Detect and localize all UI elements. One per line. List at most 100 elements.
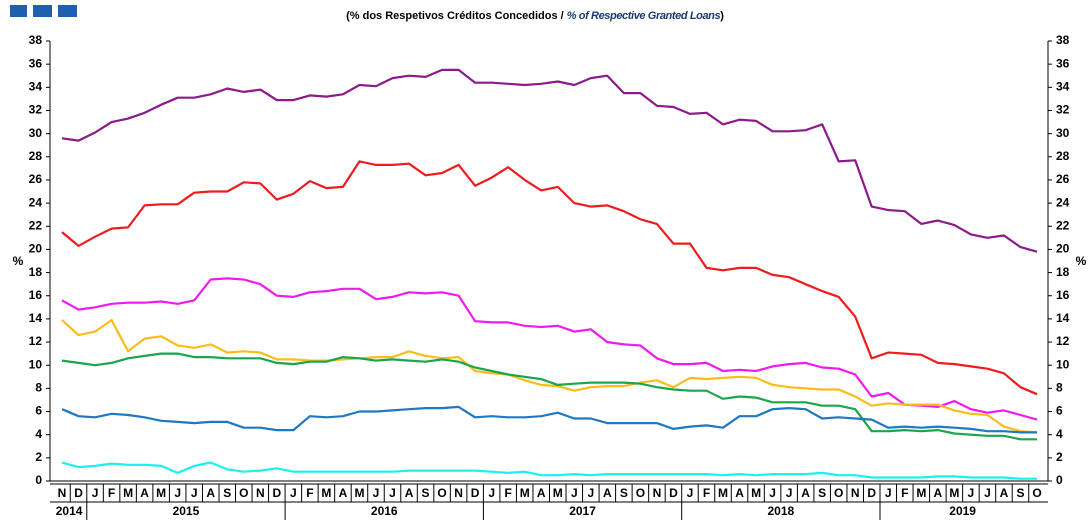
x-tick-label: D [867,486,876,500]
y-tick-label-right: 10 [1056,357,1070,371]
year-label: 2015 [173,504,200,518]
x-tick-label: S [818,486,826,500]
y-tick-label-right: 20 [1056,242,1070,256]
y-tick-label-right: 8 [1056,381,1063,395]
y-tick-label: 36 [29,56,43,70]
x-tick-label: J [389,486,396,500]
y-tick-label: 6 [35,404,42,418]
x-tick-label: A [934,486,943,500]
y-tick-label: 28 [29,149,43,163]
chart-subtitle: (% dos Respetivos Créditos Concedidos / … [346,10,724,22]
y-tick-label-right: 28 [1056,149,1070,163]
y-tick-label-right: 34 [1056,79,1070,93]
y-tick-label: 18 [29,265,43,279]
y-tick-label-right: 0 [1056,473,1063,487]
x-tick-label: D [669,486,678,500]
y-tick-label: 24 [29,195,43,209]
x-tick-label: N [653,486,662,500]
series-line [61,352,1037,441]
y-tick-label: 2 [35,450,42,464]
y-tick-label-right: 24 [1056,195,1070,209]
x-tick-label: M [123,486,133,500]
x-tick-label: S [422,486,430,500]
x-tick-label: F [703,486,710,500]
y-tick-label: 0 [35,473,42,487]
subtitle-end: ) [720,10,724,22]
y-tick-label-right: 32 [1056,103,1070,117]
year-label: 2014 [56,504,83,518]
x-tick-label: J [571,486,578,500]
y-axis-label: % [13,254,24,268]
x-tick-label: S [620,486,628,500]
logo-block [58,5,77,17]
x-tick-label: O [1032,486,1041,500]
y-tick-label: 22 [29,218,43,232]
y-tick-label: 4 [35,427,42,441]
x-tick-label: O [239,486,248,500]
y-tick-label-right: 16 [1056,288,1070,302]
y-tick-label: 34 [29,79,43,93]
year-label: 2019 [949,504,976,518]
logo-block [33,5,52,17]
series-line [61,319,1038,434]
x-tick-label: A [603,486,612,500]
series-line [61,405,1037,434]
x-tick-label: M [751,486,761,500]
x-tick-label: M [520,486,530,500]
x-tick-label: J [174,486,181,500]
y-tick-label: 26 [29,172,43,186]
x-tick-label: F [901,486,908,500]
x-tick-label: A [206,486,215,500]
x-tick-label: D [74,486,83,500]
x-tick-label: M [949,486,959,500]
x-tick-label: M [916,486,926,500]
subtitle-en: % of Respective Granted Loans [567,10,721,22]
x-tick-label: A [1000,486,1009,500]
x-tick-label: N [256,486,265,500]
y-axis-label-right: % [1076,254,1087,268]
x-tick-label: O [834,486,843,500]
x-tick-label: A [801,486,810,500]
x-tick-label: S [1016,486,1024,500]
x-tick-label: J [984,486,991,500]
x-tick-label: J [968,486,975,500]
x-tick-label: O [636,486,645,500]
x-tick-label: O [437,486,446,500]
x-tick-label: A [140,486,149,500]
subtitle-pt: (% dos Respetivos Créditos Concedidos / [346,10,567,22]
y-tick-label-right: 26 [1056,172,1070,186]
y-tick-label: 32 [29,103,43,117]
y-tick-label-right: 2 [1056,450,1063,464]
y-tick-label-right: 22 [1056,218,1070,232]
x-tick-label: J [92,486,99,500]
x-tick-label: S [223,486,231,500]
x-tick-label: M [156,486,166,500]
y-tick-label-right: 38 [1056,33,1070,47]
y-tick-label: 16 [29,288,43,302]
y-tick-label: 30 [29,126,43,140]
y-tick-label-right: 12 [1056,334,1070,348]
y-tick-label: 8 [35,381,42,395]
x-tick-label: N [58,486,67,500]
year-label: 2016 [371,504,398,518]
x-tick-label: A [735,486,744,500]
logo-block [10,5,27,17]
y-tick-label-right: 4 [1056,427,1063,441]
series-line [61,461,1037,480]
x-tick-label: D [471,486,480,500]
series-line [61,68,1038,253]
series-line [61,160,1038,396]
x-tick-label: M [553,486,563,500]
x-tick-label: D [272,486,281,500]
x-tick-label: M [354,486,364,500]
series-line [61,277,1038,421]
x-tick-label: A [405,486,414,500]
x-tick-label: M [321,486,331,500]
y-tick-label-right: 14 [1056,311,1070,325]
x-tick-label: J [373,486,380,500]
y-tick-label-right: 30 [1056,126,1070,140]
y-tick-label: 20 [29,242,43,256]
x-tick-label: N [454,486,463,500]
x-tick-label: J [687,486,694,500]
